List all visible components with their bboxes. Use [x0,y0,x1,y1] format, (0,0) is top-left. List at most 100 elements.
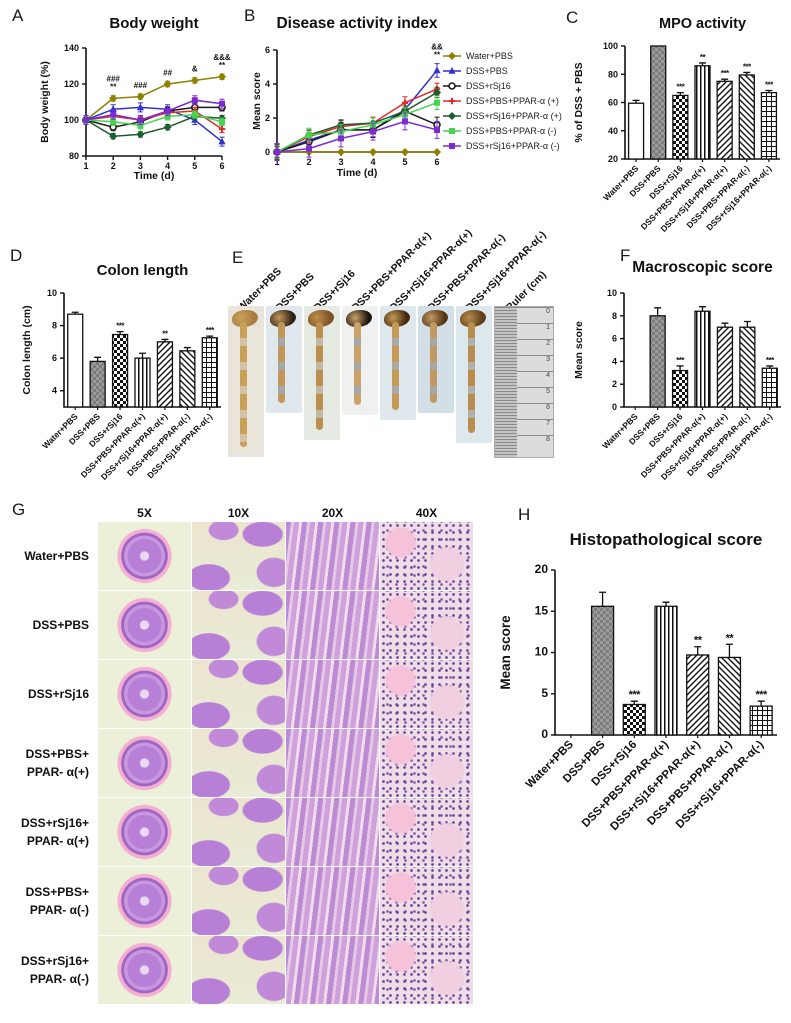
significance-marker: *** [765,80,774,89]
bar [111,333,129,408]
y-axis-label: Body weight (%) [39,61,51,143]
bar [716,80,733,160]
colon-specimen-photo [456,306,492,443]
colon-cecum [460,310,486,327]
chart-title: Colon length [97,262,189,279]
histology-image [192,729,285,797]
chart-body-weight: Body weight 80 100 120 140 1 2 3 4 5 6 Body weight … [39,15,231,182]
svg-text:60: 60 [608,98,618,108]
significance-marker: ** [726,632,735,644]
svg-text:6: 6 [265,45,270,55]
chart-title: Disease activity index [276,15,437,32]
chart-title: Macroscopic score [632,259,773,276]
colon-specimen-photo [418,306,454,413]
histology-image [98,591,191,659]
svg-text:8: 8 [612,311,617,321]
panel-letter-a: A [12,6,24,25]
histology-image [286,729,379,797]
histology-image [98,798,191,866]
svg-text:6: 6 [52,353,57,363]
svg-text:5: 5 [192,161,197,171]
svg-text:2: 2 [265,113,270,123]
svg-text:120: 120 [64,79,79,89]
histology-row-label: DSS+PBS+ PPAR- α(-) [25,885,89,917]
bar [694,310,711,408]
significance-marker: *** [676,83,685,92]
bar [649,315,666,408]
x-axis-label: Time (d) [134,170,175,182]
chart-legend: Water+PBS DSS+PBS DSS+rSj16 DSS+PBS+PPAR-α … [443,50,562,152]
series-line [85,115,223,137]
histology-image [286,798,379,866]
svg-text:8: 8 [52,321,57,331]
bar [156,341,174,408]
significance-marker: *** [743,62,752,71]
panel-letter-b: B [244,6,256,25]
colon-body [430,322,437,403]
colon-cecum [232,310,258,327]
legend-item: DSS+rSj16+PPAR-α (-) [443,140,562,152]
svg-text:10: 10 [47,288,57,298]
colon-body [240,322,247,447]
histology-image [380,591,473,659]
svg-text:4: 4 [612,356,617,366]
colon-specimen-photo [228,306,264,457]
svg-text:0: 0 [265,147,270,157]
histology-row-label: DSS+PBS [32,618,89,632]
bar [590,605,615,736]
histology-image [192,660,285,728]
ruler-ticks [495,307,518,457]
svg-text:4: 4 [165,161,170,171]
bar [761,367,778,408]
bar [201,337,218,408]
bar [650,45,667,160]
ruler-number: 8 [517,435,553,451]
y-axis-label: Mean score [498,615,513,690]
series-line [276,120,438,153]
significance-marker: &&& [213,53,231,62]
svg-text:3: 3 [138,161,143,171]
histology-image [192,522,285,590]
svg-text:2: 2 [111,161,116,171]
colon-cecum [422,310,448,327]
svg-text:15: 15 [535,603,549,617]
significance-marker: ** [110,83,117,92]
series-line [85,76,223,121]
histology-image [98,660,191,728]
legend-item: DSS+PBS+PPAR-α (-) [443,125,562,137]
chart-disease-activity: Disease activity index 0 2 4 6 1 2 3 4 5 6 Mean sco… [251,15,443,179]
significance-marker: *** [755,689,768,701]
significance-marker: *** [766,356,775,365]
bar [717,656,742,736]
histology-image [286,522,379,590]
histology-image [380,936,473,1004]
panel-letter-c: C [566,8,579,27]
panel-letter-e: E [232,248,244,267]
bar [694,65,711,160]
histology-row-label: Water+PBS [24,549,89,563]
bar [89,360,106,408]
bar [716,326,734,408]
bar [622,703,646,736]
ruler-number: 0 [517,307,553,323]
bar [627,102,645,160]
significance-marker: ** [434,51,441,60]
histology-image [192,936,285,1004]
svg-text:3: 3 [338,157,343,167]
histology-image [98,867,191,935]
histology-image [98,936,191,1004]
svg-text:0: 0 [612,402,617,412]
chart-title: Body weight [109,15,198,32]
significance-marker: ## [163,68,172,77]
svg-text:6: 6 [219,161,224,171]
histology-image [192,798,285,866]
legend-item: DSS+rSj16 [443,80,562,92]
x-axis-label: Time (d) [337,167,378,179]
colon-body [278,322,285,403]
svg-text:2: 2 [306,157,311,167]
colon-cecum [346,310,372,327]
histology-row-label: DSS+rSj16+ PPAR- α(+) [20,816,89,848]
panel-letter-g: G [12,500,26,519]
